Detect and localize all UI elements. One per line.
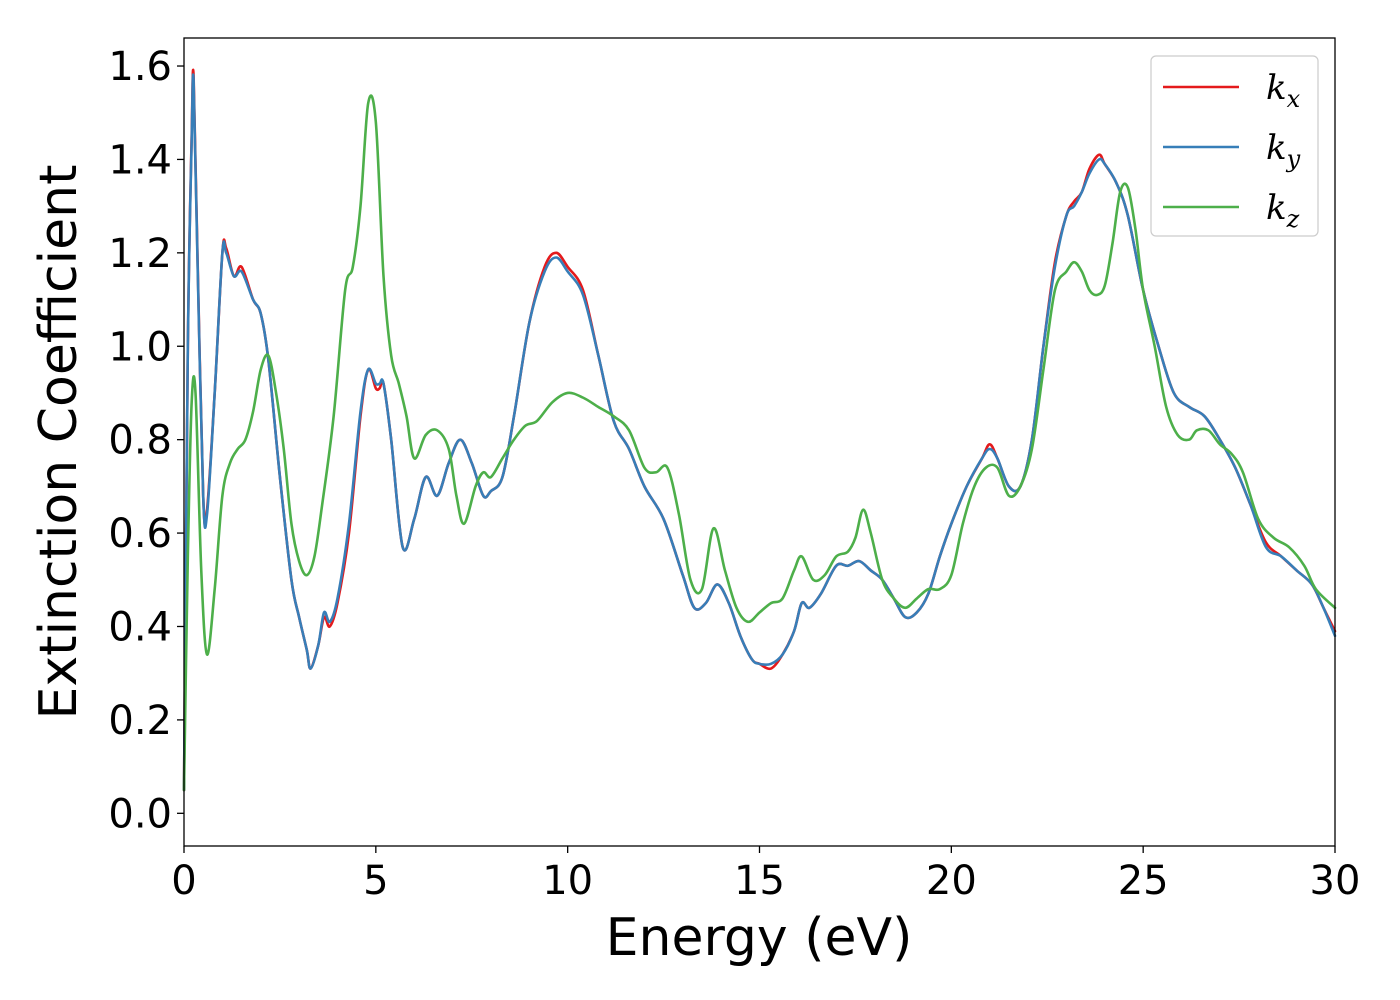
x-tick-label: 0 xyxy=(171,858,196,904)
legend-label-y: ky xyxy=(1266,128,1301,173)
x-tick-label: 10 xyxy=(542,858,593,904)
y-tick-label: 0.6 xyxy=(108,511,172,557)
y-axis-label: Extinction Coefficient xyxy=(29,165,89,720)
y-tick-label: 1.4 xyxy=(108,137,172,183)
legend-label-z: kz xyxy=(1266,188,1300,233)
y-tick-label: 0.4 xyxy=(108,604,172,650)
legend: kx ky kz xyxy=(1150,55,1319,237)
series-line-z xyxy=(182,94,1337,792)
x-axis: 0 5 10 15 20 25 30 xyxy=(171,846,1360,904)
x-tick-label: 20 xyxy=(926,858,977,904)
x-tick-label: 30 xyxy=(1310,858,1361,904)
legend-label-x: kx xyxy=(1266,68,1301,113)
y-axis: 0.0 0.2 0.4 0.6 0.8 1.0 1.2 1.4 1.6 xyxy=(108,44,184,837)
series-layer xyxy=(182,68,1337,792)
y-tick-label: 0.0 xyxy=(108,791,172,837)
x-axis-label: Energy (eV) xyxy=(606,908,913,968)
x-tick-label: 15 xyxy=(734,858,785,904)
y-tick-label: 0.8 xyxy=(108,418,172,464)
y-tick-label: 1.6 xyxy=(108,44,172,90)
series-line-y xyxy=(182,73,1337,792)
y-tick-label: 0.2 xyxy=(108,698,172,744)
y-tick-label: 1.0 xyxy=(108,324,172,370)
y-tick-label: 1.2 xyxy=(108,231,172,277)
x-tick-label: 25 xyxy=(1118,858,1169,904)
x-tick-label: 5 xyxy=(363,858,388,904)
